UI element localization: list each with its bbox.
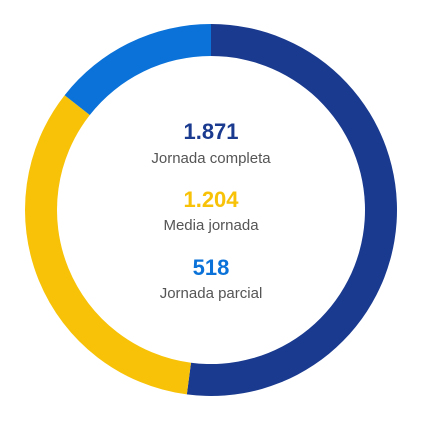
value-media-jornada: 1.204 xyxy=(183,187,239,212)
value-jornada-parcial: 518 xyxy=(192,255,230,280)
donut-slice-jornada-completa xyxy=(186,24,398,396)
label-media-jornada: Media jornada xyxy=(163,217,259,234)
label-jornada-parcial: Jornada parcial xyxy=(159,285,263,302)
donut-slice-media-jornada xyxy=(24,95,191,395)
label-jornada-completa: Jornada completa xyxy=(151,150,271,167)
donut-slice-jornada-parcial xyxy=(64,24,212,115)
value-jornada-completa: 1.871 xyxy=(183,119,239,144)
